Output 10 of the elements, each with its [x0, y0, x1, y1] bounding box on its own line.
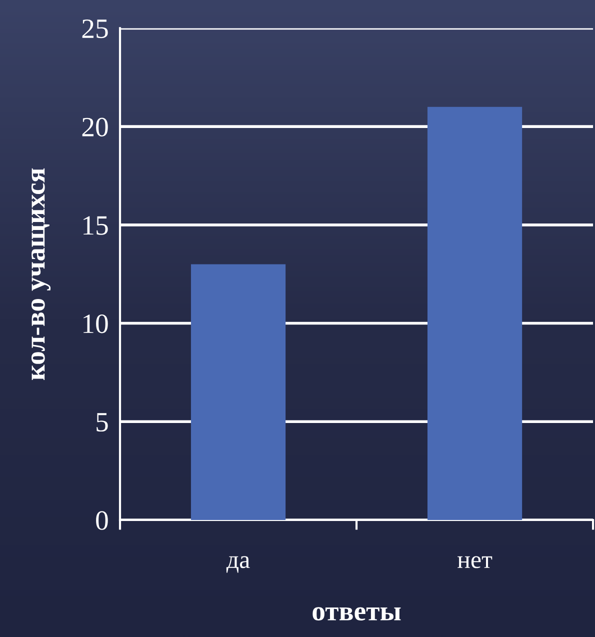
y-tick-label: 15: [84, 216, 108, 235]
x-axis-title: ответы: [312, 607, 401, 621]
y-tick-label: 10: [84, 314, 108, 334]
x-tick-label: да: [226, 556, 250, 573]
y-tick-label: 20: [82, 118, 108, 136]
x-tick-label: нет: [458, 556, 492, 568]
y-tick-label: 25: [82, 19, 108, 38]
y-tick-label: 0: [96, 511, 108, 530]
y-tick-label: 5: [96, 413, 108, 432]
y-axis-title: кол-во учащихся: [31, 168, 51, 380]
